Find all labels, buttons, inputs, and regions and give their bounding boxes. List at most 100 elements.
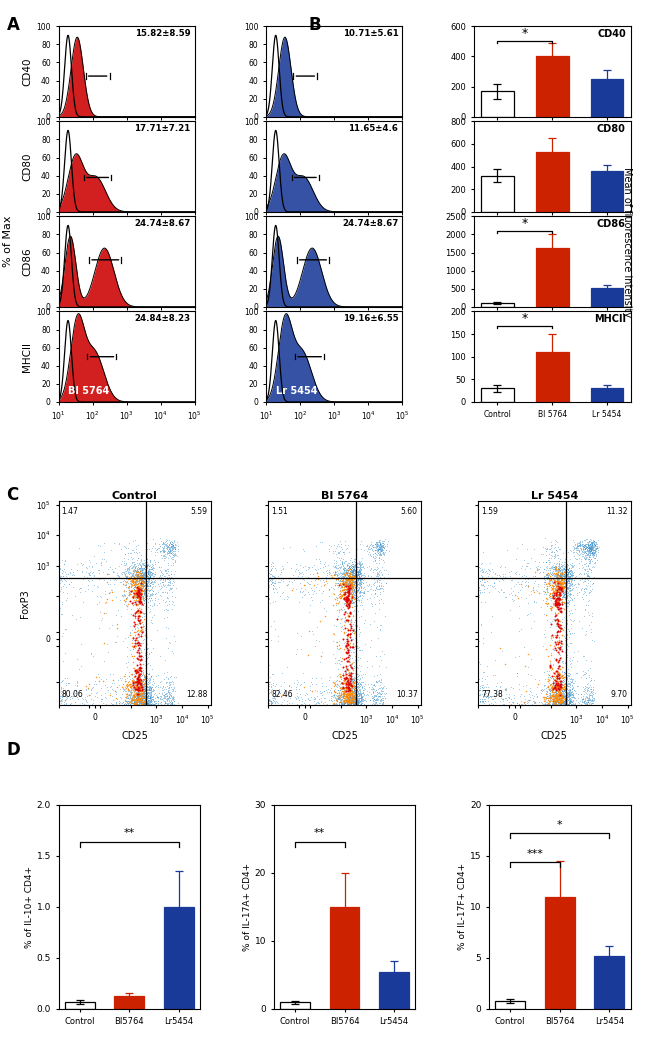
Point <box>161 700 172 717</box>
Point <box>338 696 348 713</box>
Point <box>567 648 578 665</box>
Point <box>162 686 173 703</box>
Point <box>335 577 345 594</box>
Point <box>505 697 515 714</box>
Point <box>144 682 154 699</box>
Point <box>564 686 575 703</box>
Point <box>47 677 57 694</box>
Point <box>157 535 168 552</box>
Point <box>563 562 573 579</box>
Text: C: C <box>6 486 19 503</box>
Point <box>367 704 378 721</box>
Point <box>339 692 350 708</box>
Point <box>333 652 343 668</box>
Point <box>346 682 357 699</box>
Point <box>126 576 136 593</box>
Point <box>343 661 353 678</box>
Point <box>350 559 361 576</box>
Point <box>352 694 363 710</box>
Point <box>456 683 467 700</box>
Point <box>46 684 57 701</box>
Point <box>549 550 559 566</box>
Point <box>554 695 565 712</box>
Point <box>261 703 272 720</box>
Point <box>551 686 561 703</box>
Point <box>522 558 532 575</box>
Point <box>356 558 367 575</box>
Point <box>564 579 575 596</box>
Point <box>131 544 142 561</box>
Point <box>566 564 576 581</box>
Point <box>263 701 273 718</box>
Point <box>564 698 574 715</box>
Point <box>342 695 352 712</box>
Point <box>584 538 594 555</box>
Point <box>504 691 514 707</box>
Point <box>368 542 378 559</box>
Point <box>40 707 51 724</box>
Point <box>144 680 154 697</box>
Point <box>163 570 174 586</box>
Point <box>589 536 599 553</box>
Point <box>316 578 326 595</box>
Point <box>67 607 77 624</box>
Point <box>584 539 595 556</box>
Point <box>253 573 263 590</box>
Point <box>291 689 301 706</box>
Point <box>352 581 363 598</box>
Point <box>358 555 368 572</box>
Point <box>337 715 348 731</box>
Point <box>311 683 322 700</box>
Point <box>136 676 147 693</box>
Point <box>312 699 322 716</box>
Point <box>129 566 140 583</box>
Point <box>133 585 144 602</box>
Point <box>125 676 136 693</box>
Point <box>347 700 358 717</box>
Point <box>556 680 566 697</box>
Point <box>367 696 377 713</box>
Point <box>553 622 564 639</box>
Point <box>572 538 582 555</box>
Point <box>122 562 132 579</box>
Point <box>353 671 363 687</box>
Point <box>130 559 140 576</box>
Point <box>322 557 333 574</box>
Point <box>555 581 566 598</box>
Point <box>467 665 477 682</box>
Point <box>580 696 591 713</box>
Point <box>138 701 148 718</box>
Point <box>326 683 337 700</box>
Point <box>51 677 61 694</box>
Point <box>344 607 354 624</box>
Point <box>560 688 570 705</box>
Point <box>142 570 153 586</box>
Point <box>136 564 147 581</box>
Point <box>140 619 151 636</box>
Point <box>139 594 150 611</box>
Point <box>552 669 562 686</box>
Point <box>580 694 591 710</box>
Point <box>550 584 560 601</box>
Point <box>556 564 566 581</box>
Point <box>532 561 543 578</box>
Point <box>376 541 387 558</box>
Point <box>133 612 143 628</box>
Point <box>343 653 354 669</box>
Point <box>47 691 57 707</box>
Point <box>578 689 588 706</box>
Point <box>142 650 153 666</box>
Point <box>540 562 551 579</box>
Point <box>168 700 179 717</box>
Point <box>143 555 153 572</box>
Point <box>349 687 359 704</box>
Point <box>554 583 565 600</box>
Point <box>131 585 141 602</box>
Point <box>131 702 141 719</box>
Point <box>45 695 55 712</box>
Point <box>334 696 345 713</box>
Point <box>138 676 149 693</box>
Point <box>587 543 597 560</box>
Point <box>376 540 386 557</box>
Point <box>346 563 357 580</box>
